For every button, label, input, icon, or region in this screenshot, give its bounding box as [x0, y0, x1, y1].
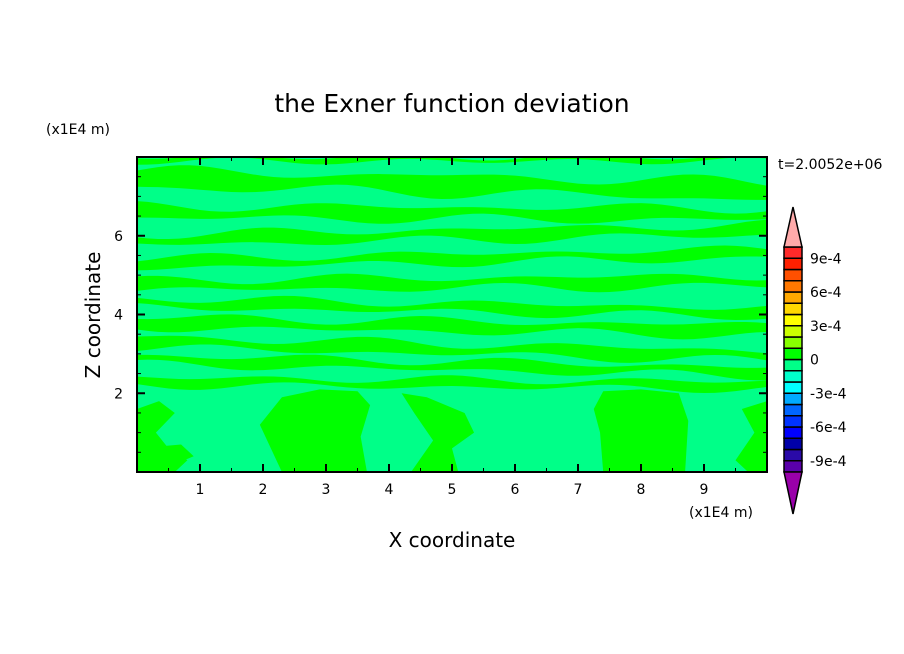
colorbar-box	[783, 336, 803, 349]
x-tick-label: 8	[637, 482, 646, 498]
colorbar-tick-label: 6e-4	[810, 285, 842, 301]
positive-band	[137, 165, 767, 200]
axes: 1 2 3 4 5 6 7 8 9 2 4 6	[114, 156, 768, 498]
colorbar-box	[783, 370, 803, 383]
y-tick-label: 4	[114, 308, 123, 324]
x-tick-label: 1	[196, 482, 205, 498]
colorbar-box	[783, 246, 803, 259]
colorbar-tick-label: -9e-4	[810, 454, 847, 470]
colorbar-tick-label: 3e-4	[810, 319, 842, 335]
colorbar-box	[783, 291, 803, 304]
positive-band	[137, 273, 767, 293]
x-unit-label: (x1E4 m)	[689, 505, 753, 521]
x-tick-label: 9	[700, 482, 709, 498]
colorbar: 9e-4 6e-4 3e-4 0 -3e-4 -6e-4 -9e-4	[783, 206, 847, 515]
positive-region	[137, 444, 194, 465]
x-tick-label: 7	[574, 482, 583, 498]
colorbar-box	[783, 415, 803, 428]
positive-band	[137, 354, 767, 381]
y-axis-label: Z coordinate	[81, 252, 105, 379]
positive-region	[735, 401, 767, 472]
y-tick-label: 6	[114, 229, 123, 245]
colorbar-box	[783, 381, 803, 394]
colorbar-box	[783, 460, 803, 473]
positive-band	[137, 245, 767, 271]
colorbar-box	[783, 302, 803, 316]
chart-title: the Exner function deviation	[274, 89, 629, 118]
colorbar-tick-label: -3e-4	[810, 386, 847, 402]
colorbar-box	[783, 403, 803, 417]
colorbar-box	[783, 437, 803, 451]
x-tick-label: 3	[322, 482, 331, 498]
colorbar-box	[783, 426, 803, 439]
x-axis-label: X coordinate	[389, 528, 516, 552]
positive-band	[137, 201, 767, 224]
x-tick-label: 6	[511, 482, 520, 498]
positive-band	[137, 335, 767, 363]
y-unit-label: (x1E4 m)	[46, 122, 110, 138]
colorbar-box	[783, 280, 803, 293]
positive-region	[593, 389, 689, 472]
colorbar-tick-label: 9e-4	[810, 251, 842, 267]
positive-band	[137, 295, 767, 320]
colorbar-box	[783, 448, 803, 462]
x-tick-label: 5	[448, 482, 457, 498]
colorbar-tick-label: 0	[810, 353, 819, 369]
colorbar-box	[783, 313, 803, 327]
colorbar-box	[783, 347, 803, 361]
contour-field	[137, 157, 767, 472]
positive-band	[137, 314, 767, 340]
colorbar-box	[783, 325, 803, 338]
colorbar-box	[783, 358, 803, 372]
time-label: t=2.0052e+06	[778, 157, 882, 173]
positive-band	[137, 219, 767, 246]
colorbar-box	[783, 392, 803, 406]
positive-band	[137, 375, 767, 394]
colorbar-box	[783, 257, 803, 271]
positive-region	[259, 389, 371, 472]
colorbar-over-triangle	[783, 206, 803, 248]
colorbar-under-triangle	[783, 471, 803, 515]
y-tick-label: 2	[114, 386, 123, 402]
x-tick-label: 2	[259, 482, 268, 498]
colorbar-box	[783, 268, 803, 282]
positive-region	[401, 393, 475, 472]
x-tick-label: 4	[385, 482, 394, 498]
colorbar-tick-label: -6e-4	[810, 420, 847, 436]
